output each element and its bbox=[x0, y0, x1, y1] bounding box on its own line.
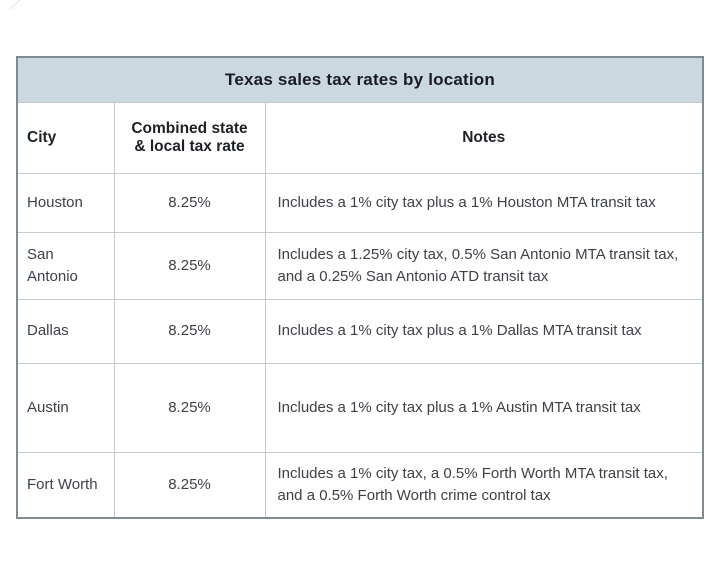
table-row: Austin 8.25% Includes a 1% city tax plus… bbox=[16, 363, 704, 453]
table-title: Texas sales tax rates by location bbox=[16, 56, 704, 103]
city-cell: San Antonio bbox=[16, 232, 115, 300]
table-header-row: City Combined state & local tax rate Not… bbox=[16, 102, 704, 174]
city-cell: Fort Worth bbox=[16, 452, 115, 519]
column-header-notes: Notes bbox=[264, 102, 704, 174]
city-cell: Dallas bbox=[16, 299, 115, 364]
table-row: San Antonio 8.25% Includes a 1.25% city … bbox=[16, 232, 704, 300]
table-row: Fort Worth 8.25% Includes a 1% city tax,… bbox=[16, 452, 704, 519]
rate-cell: 8.25% bbox=[113, 299, 266, 364]
rate-cell: 8.25% bbox=[113, 173, 266, 233]
column-header-rate: Combined state & local tax rate bbox=[113, 102, 266, 174]
rate-cell: 8.25% bbox=[113, 452, 266, 519]
notes-cell: Includes a 1% city tax plus a 1% Austin … bbox=[264, 363, 704, 453]
column-header-city: City bbox=[16, 102, 115, 174]
city-cell: Houston bbox=[16, 173, 115, 233]
notes-cell: Includes a 1% city tax plus a 1% Dallas … bbox=[264, 299, 704, 364]
rate-cell: 8.25% bbox=[113, 232, 266, 300]
table-row: Dallas 8.25% Includes a 1% city tax plus… bbox=[16, 299, 704, 364]
notes-cell: Includes a 1% city tax, a 0.5% Forth Wor… bbox=[264, 452, 704, 519]
rate-cell: 8.25% bbox=[113, 363, 266, 453]
table-title-row: Texas sales tax rates by location bbox=[16, 56, 704, 103]
corner-crop-mark bbox=[0, 0, 21, 9]
table-row: Houston 8.25% Includes a 1% city tax plu… bbox=[16, 173, 704, 233]
tax-rates-table: Texas sales tax rates by location City C… bbox=[16, 56, 705, 519]
city-cell: Austin bbox=[16, 363, 115, 453]
notes-cell: Includes a 1.25% city tax, 0.5% San Anto… bbox=[264, 232, 704, 300]
notes-cell: Includes a 1% city tax plus a 1% Houston… bbox=[264, 173, 704, 233]
